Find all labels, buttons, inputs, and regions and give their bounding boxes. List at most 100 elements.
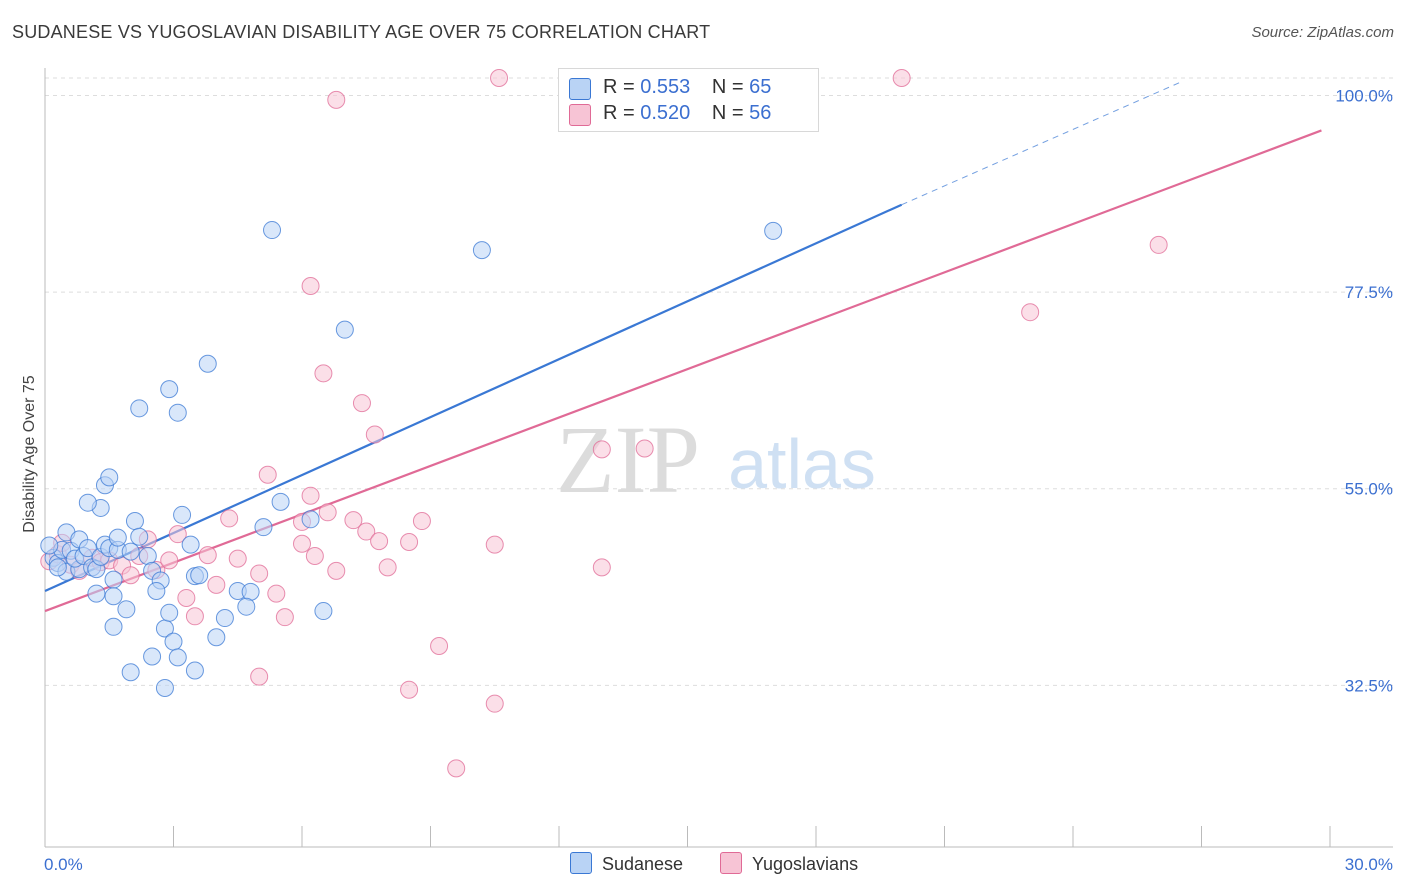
legend-n-label: N =: [711, 102, 744, 124]
sudanese-point: [237, 597, 256, 616]
yugoslavian-point: [301, 486, 320, 505]
legend-row-sudanese: R = 0.553 N = 65: [569, 76, 772, 100]
bottom-legend-label-sudanese: Sudanese: [602, 854, 684, 874]
yugoslavian-point: [1021, 303, 1040, 322]
yugoslavian-point: [177, 588, 196, 607]
sudanese-point: [40, 536, 59, 555]
bottom-legend-swatch-yugoslavians: [720, 852, 742, 874]
chart-title: SUDANESE VS YUGOSLAVIAN DISABILITY AGE O…: [12, 22, 711, 42]
sudanese-point: [104, 617, 123, 636]
sudanese-point: [147, 581, 166, 600]
yugoslavian-point: [357, 522, 376, 541]
yugoslavian-point: [485, 694, 504, 713]
sudanese-point: [168, 648, 187, 667]
sudanese-point: [181, 535, 200, 554]
yugoslavian-point: [327, 561, 346, 580]
yugoslavian-point: [1149, 235, 1168, 254]
sudanese-point: [121, 663, 140, 682]
legend-swatch-yugoslavians: [569, 104, 591, 126]
sudanese-point: [160, 380, 179, 399]
yugoslavian-point: [160, 551, 179, 570]
sudanese-point: [241, 582, 260, 601]
trend-line-yugoslavians: [44, 129, 1322, 613]
sudanese-point: [263, 221, 282, 240]
yugoslavian-point: [305, 547, 324, 566]
legend-r-label: R =: [603, 76, 635, 98]
trend-lines: [44, 81, 1322, 613]
sudanese-point: [173, 505, 192, 524]
sudanese-point: [160, 603, 179, 622]
sudanese-point: [121, 542, 140, 561]
sudanese-point: [207, 628, 226, 647]
yugoslavian-point: [250, 667, 269, 686]
x-tick-label-min: 0.0%: [44, 855, 83, 874]
yugoslavian-point: [121, 566, 140, 585]
sudanese-point: [215, 609, 234, 628]
bottom-legend-label-yugoslavians: Yugoslavians: [752, 854, 859, 874]
sudanese-point: [254, 518, 273, 537]
sudanese-point: [168, 403, 187, 422]
sudanese-point: [108, 528, 127, 547]
yugoslavian-point: [267, 584, 286, 603]
yugoslavian-point: [892, 69, 911, 87]
sudanese-point: [271, 492, 290, 511]
legend-r-label: R =: [603, 102, 635, 124]
sudanese-point: [87, 584, 106, 603]
watermark-atlas: atlas: [728, 425, 876, 503]
legend-swatch-sudanese: [569, 78, 591, 100]
sudanese-point: [472, 241, 491, 260]
legend-n-value-yugoslavians: 56: [749, 102, 772, 124]
sudanese-point: [104, 570, 123, 589]
sudanese-point: [301, 510, 320, 529]
yugoslavian-point: [185, 607, 204, 626]
watermark-zip: ZIP: [556, 406, 700, 513]
legend-n-value-sudanese: 65: [749, 76, 772, 98]
yugoslavian-point: [301, 276, 320, 295]
y-tick-label: 32.5%: [1345, 676, 1393, 695]
yugoslavian-point: [592, 440, 611, 459]
yugoslavian-point: [400, 533, 419, 552]
yugoslavian-point: [365, 425, 384, 444]
y-tick-label: 55.0%: [1345, 480, 1393, 499]
sudanese-point: [130, 399, 149, 418]
legend-n-label: N =: [711, 76, 744, 98]
source-label: Source: ZipAtlas.com: [1251, 24, 1394, 41]
sudanese-point: [117, 600, 136, 619]
sudanese-point: [198, 354, 217, 373]
sudanese-point: [185, 661, 204, 680]
bottom-legend-yugoslavians[interactable]: Yugoslavians: [720, 852, 858, 875]
sudanese-point: [190, 566, 209, 585]
sudanese-point: [104, 587, 123, 606]
y-tick-label: 77.5%: [1345, 283, 1393, 302]
yugoslavian-point: [412, 512, 431, 531]
stats-legend: R = 0.553 N = 65 R = 0.520 N = 56: [558, 68, 819, 132]
x-tick-label-max: 30.0%: [1345, 855, 1393, 874]
yugoslavian-point: [228, 549, 247, 568]
sudanese-point: [764, 221, 783, 240]
y-tick-label: 100.0%: [1335, 86, 1393, 105]
legend-r-value-yugoslavians: 0.520: [640, 102, 691, 124]
yugoslavian-point: [314, 364, 333, 383]
sudanese-point: [125, 512, 144, 531]
sudanese-point: [78, 493, 97, 512]
yugoslavian-point: [352, 394, 371, 413]
sudanese-point: [78, 539, 97, 558]
yugoslavian-point: [635, 439, 654, 458]
yugoslavian-point: [430, 637, 449, 656]
sudanese-point: [48, 558, 67, 577]
yugoslavian-point: [293, 534, 311, 553]
bottom-legend-swatch-sudanese: [570, 852, 592, 874]
trend-line-sudanese: [44, 203, 903, 592]
yugoslavian-point: [275, 608, 294, 627]
yugoslavian-point: [485, 535, 504, 554]
yugoslavian-point: [447, 759, 466, 778]
watermark: ZIP atlas: [556, 406, 876, 513]
yugoslavian-point: [198, 546, 217, 565]
yugoslavian-point: [207, 575, 226, 594]
yugoslavian-point: [344, 511, 363, 530]
sudanese-point: [138, 547, 157, 566]
yugoslavian-point: [400, 680, 419, 699]
legend-r-value-sudanese: 0.553: [640, 76, 691, 98]
bottom-legend-sudanese[interactable]: Sudanese: [570, 852, 683, 875]
